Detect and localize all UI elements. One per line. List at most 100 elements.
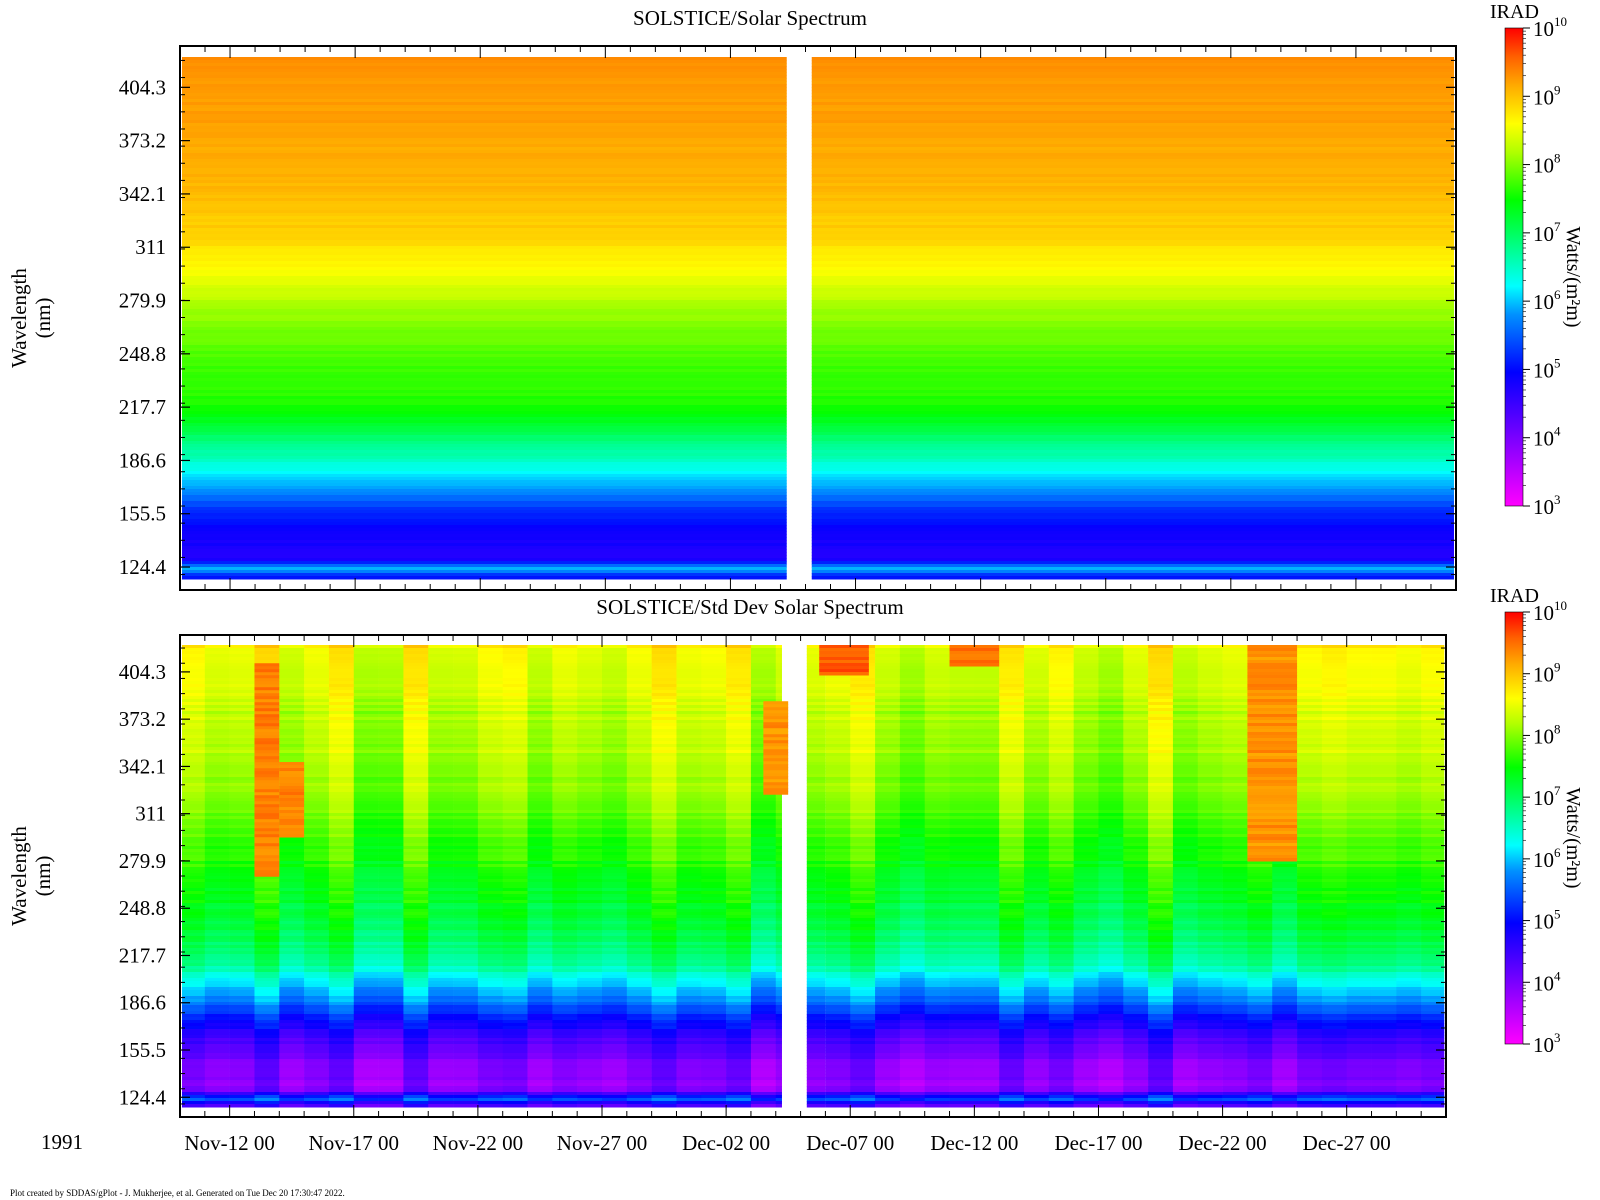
colorbar-units: Watts/(m²m) (1562, 787, 1584, 888)
high-std-cell (254, 723, 280, 727)
colorbar-tick-label: 109 (1533, 660, 1561, 687)
high-std-cell (819, 654, 869, 658)
high-std-cell (254, 762, 280, 766)
high-std-cell (763, 770, 789, 774)
high-std-cell (763, 758, 789, 762)
high-std-cell (254, 702, 280, 706)
high-std-cell (254, 828, 280, 832)
y-tick-label: 155.5 (119, 502, 166, 526)
high-std-cell (1247, 675, 1298, 679)
high-std-cell (254, 675, 280, 679)
x-tick-label: Nov-22 00 (433, 1131, 523, 1155)
colorbar-tick-label: 108 (1533, 721, 1561, 748)
high-std-cell (254, 744, 280, 748)
high-std-cell (1247, 843, 1298, 847)
high-std-cell (279, 822, 305, 826)
y-axis: 124.4 155.5 186.6 217.7 248.8 279.9 311 342.1 37… (119, 59, 1456, 579)
high-std-cell (254, 768, 280, 772)
high-std-cell (1247, 714, 1298, 718)
high-std-cell (1247, 783, 1298, 787)
colorbar-tick-label: 1010 (1533, 598, 1567, 625)
high-std-cell (949, 654, 1000, 658)
high-std-cell (254, 837, 280, 841)
colorbar-gradient (1505, 28, 1523, 506)
high-std-cell (254, 795, 280, 799)
high-std-cell (254, 684, 280, 688)
high-std-cell (254, 849, 280, 853)
high-std-cell (819, 651, 869, 655)
high-std-cell (1247, 744, 1298, 748)
high-std-cell (1247, 780, 1298, 784)
high-std-cell (763, 755, 789, 759)
high-std-cell (763, 731, 789, 735)
high-std-cell (763, 788, 789, 792)
x-tick-label: Dec-22 00 (1179, 1131, 1267, 1155)
high-std-cell (254, 672, 280, 676)
high-std-cell (1247, 726, 1298, 730)
high-std-cell (1247, 729, 1298, 733)
high-std-cell (763, 743, 789, 747)
footer-credit: Plot created by SDDAS/gPlot - J. Mukherj… (10, 1188, 345, 1198)
high-std-cell (279, 786, 305, 790)
high-std-cell (1247, 687, 1298, 691)
high-std-cell (819, 672, 869, 676)
high-std-cell (254, 846, 280, 850)
high-std-cell (763, 740, 789, 744)
high-std-cell (254, 735, 280, 739)
high-std-cell (1247, 705, 1298, 709)
colorbar-tick-label: 104 (1533, 424, 1561, 451)
high-std-cell (1247, 816, 1298, 820)
high-std-cell (1247, 669, 1298, 673)
y-axis-label-line1: Wavelength (7, 826, 31, 926)
y-tick-label: 217.7 (119, 943, 166, 967)
high-std-cell (254, 678, 280, 682)
high-std-cell (254, 771, 280, 775)
high-std-cell (1247, 786, 1298, 790)
y-tick-label: 373.2 (119, 707, 166, 731)
high-std-cell (254, 753, 280, 757)
high-std-cell (254, 780, 280, 784)
high-std-cell (254, 867, 280, 871)
high-std-cell (254, 726, 280, 730)
high-std-cell (254, 687, 280, 691)
y-axis-label-line2: (nm) (31, 856, 55, 897)
high-std-cell (279, 801, 305, 805)
high-std-cell (1247, 858, 1298, 862)
high-std-cell (1247, 741, 1298, 745)
high-std-cell (279, 807, 305, 811)
high-std-cell (1247, 702, 1298, 706)
high-std-cell (254, 804, 280, 808)
x-axis: Nov-12 00 Nov-17 00 Nov-22 00 Nov-27 00 Dec-… (179, 635, 1447, 1155)
high-std-cell (279, 831, 305, 835)
high-std-cell (1247, 678, 1298, 682)
colorbar-units: Watts/(m²m) (1562, 226, 1584, 327)
high-std-cell (254, 801, 280, 805)
y-tick-label: 404.3 (119, 75, 166, 99)
high-std-cell (254, 831, 280, 835)
high-std-cell (819, 669, 869, 673)
colorbar-tick-label: 109 (1533, 82, 1561, 109)
high-std-cell (254, 765, 280, 769)
high-std-cell (279, 813, 305, 817)
high-std-cell (279, 762, 305, 766)
y-axis-label-line1: Wavelength (7, 268, 31, 368)
y-tick-label: 124.4 (119, 555, 167, 579)
high-std-cell (279, 825, 305, 829)
high-std-cell (1247, 855, 1298, 859)
high-std-cell (1247, 759, 1298, 763)
high-std-cell (1247, 819, 1298, 823)
colorbar-title: IRAD (1490, 585, 1539, 607)
high-std-cell (949, 663, 1000, 667)
y-tick-label: 342.1 (119, 182, 166, 206)
heatmap-plot-area (182, 57, 1454, 580)
high-std-cell (254, 834, 280, 838)
high-std-cell (1247, 846, 1298, 850)
heatmap-plot-area (182, 645, 1445, 1108)
high-std-cell (254, 816, 280, 820)
colorbar: IRAD 103 104 105 106 107 108 109 1010 Watts/(m²m) (1490, 585, 1584, 1057)
high-std-cell (1247, 789, 1298, 793)
colorbar-tick-label: 105 (1533, 907, 1561, 934)
high-std-cell (1247, 831, 1298, 835)
x-tick-label: Dec-02 00 (682, 1131, 770, 1155)
high-std-cell (1247, 801, 1298, 805)
